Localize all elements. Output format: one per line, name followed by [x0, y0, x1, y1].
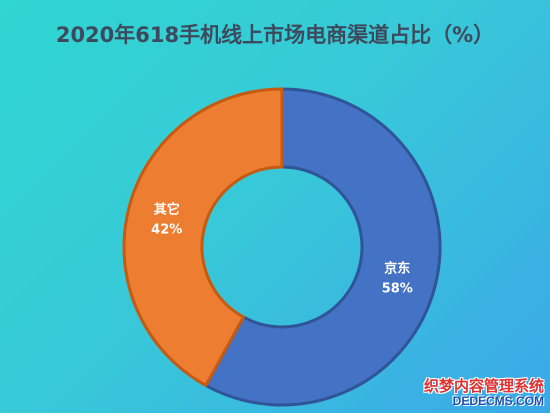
slice-label-value: 42%: [151, 222, 182, 237]
watermark-title: 织梦内容管理系统: [423, 376, 544, 395]
chart-title: 2020年618手机线上市场电商渠道占比（%）: [56, 23, 494, 47]
watermark-url: DEDECMS.COM: [452, 394, 544, 409]
slice-jd: [204, 87, 442, 407]
slice-other: [122, 87, 284, 387]
watermark: 织梦内容管理系统 DEDECMS.COM: [423, 376, 544, 409]
slice-label-category: 京东: [384, 261, 410, 277]
slice-label-value: 58%: [382, 282, 413, 297]
slice-label-category: 其它: [154, 201, 180, 217]
